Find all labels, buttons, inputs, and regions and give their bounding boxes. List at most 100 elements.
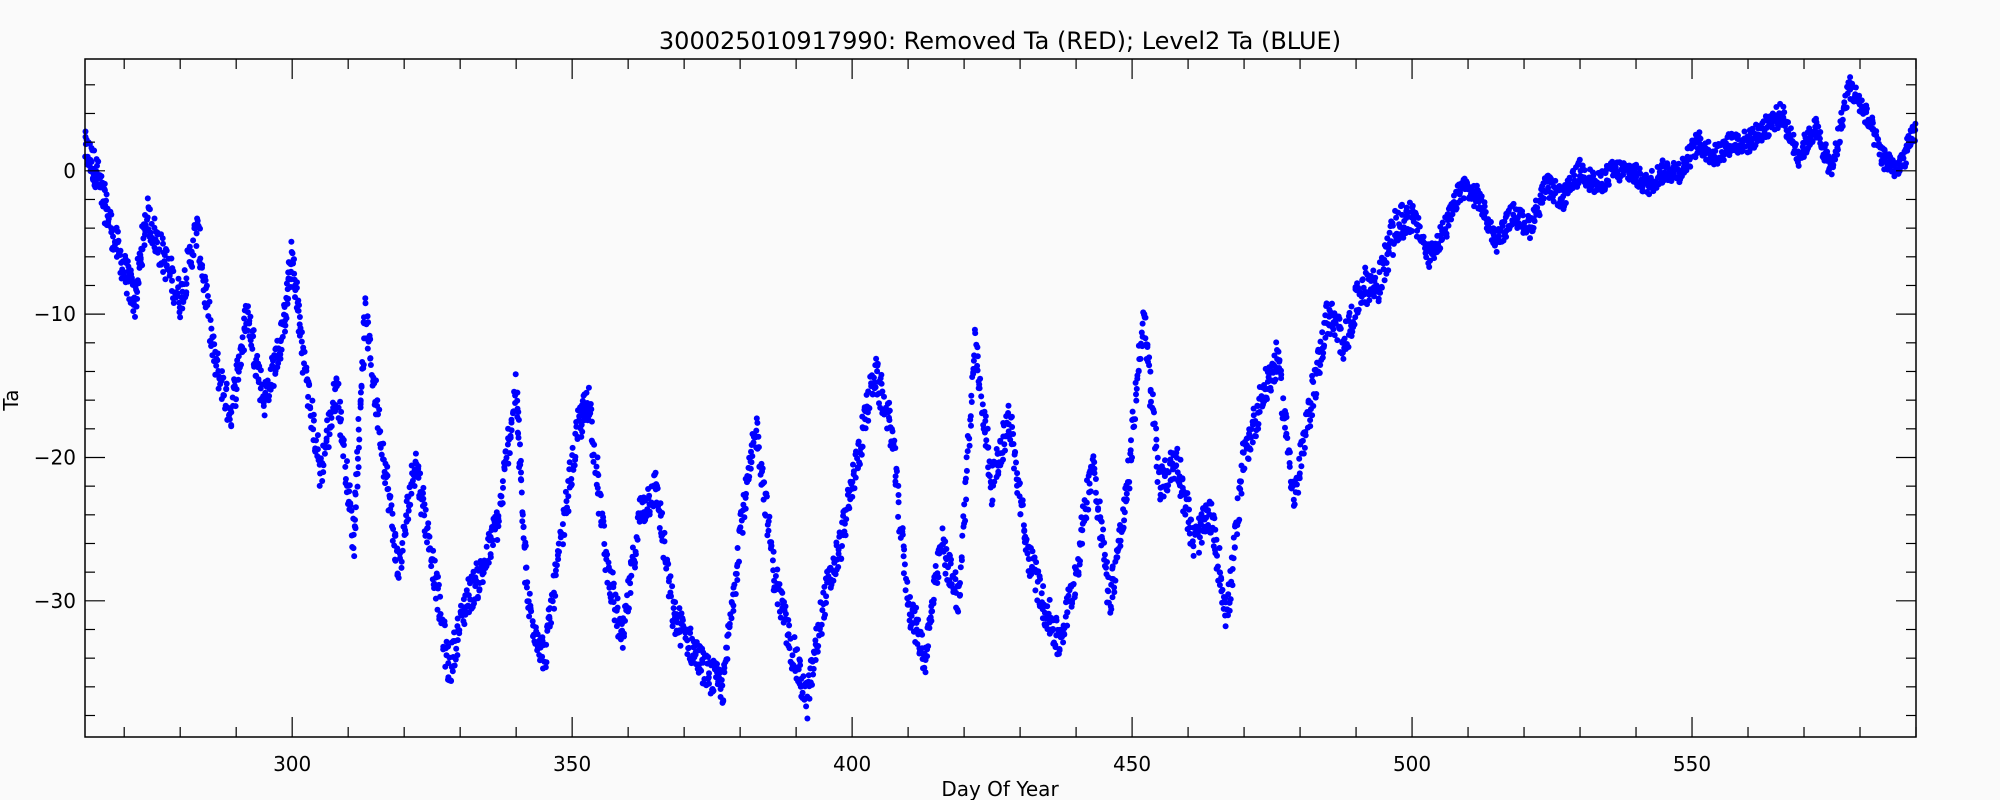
data-point <box>1423 254 1430 261</box>
data-point <box>1213 536 1220 543</box>
data-point <box>1117 543 1124 549</box>
data-point <box>1834 146 1841 153</box>
data-point <box>307 404 314 410</box>
data-point <box>1291 501 1298 508</box>
data-point <box>966 435 973 442</box>
data-point <box>1496 233 1502 240</box>
data-point <box>1675 160 1682 167</box>
data-point <box>1278 375 1285 382</box>
data-point <box>810 665 817 672</box>
data-point <box>202 277 209 284</box>
data-point <box>1668 175 1675 182</box>
data-point <box>1147 368 1154 375</box>
data-point <box>1275 348 1282 355</box>
data-point <box>830 577 837 584</box>
data-point <box>1869 120 1876 126</box>
data-point <box>1299 437 1306 444</box>
data-point <box>730 602 737 609</box>
data-point <box>958 554 965 561</box>
data-point <box>634 536 641 543</box>
data-point <box>1790 131 1797 138</box>
data-point <box>1254 403 1261 409</box>
data-point <box>948 556 954 563</box>
data-point <box>1267 387 1274 394</box>
data-point <box>108 211 115 218</box>
data-point <box>886 407 893 414</box>
data-point <box>1389 222 1396 229</box>
data-point <box>1443 230 1450 237</box>
data-point <box>1295 489 1302 496</box>
data-point <box>963 467 970 474</box>
data-point <box>736 558 742 565</box>
data-point <box>317 455 324 462</box>
data-point <box>1218 574 1225 581</box>
data-point <box>915 616 922 623</box>
data-point <box>183 275 190 282</box>
data-point <box>889 428 896 435</box>
data-point <box>177 314 184 321</box>
data-point <box>724 656 731 663</box>
data-point <box>282 322 289 329</box>
data-point <box>294 279 300 286</box>
data-point <box>254 352 261 359</box>
data-point <box>1238 490 1245 497</box>
data-point <box>1065 592 1072 599</box>
data-point <box>1165 482 1172 489</box>
data-point <box>982 413 989 420</box>
data-point <box>1060 639 1067 646</box>
data-point <box>515 409 522 415</box>
data-point <box>1111 584 1118 591</box>
data-point <box>270 357 276 364</box>
data-point <box>878 380 885 387</box>
data-point <box>776 581 783 588</box>
data-point <box>1399 201 1405 208</box>
data-point <box>456 627 463 634</box>
data-point <box>244 309 251 316</box>
data-point <box>228 423 235 430</box>
data-point <box>1383 259 1390 266</box>
data-point <box>768 542 775 549</box>
data-point <box>1562 200 1569 206</box>
data-point <box>1310 403 1317 409</box>
data-point <box>1547 189 1554 196</box>
data-point <box>619 644 626 651</box>
data-point <box>610 599 617 606</box>
scatter-points <box>82 74 1919 722</box>
data-point <box>219 368 225 375</box>
data-point <box>139 262 146 269</box>
data-point <box>995 468 1002 475</box>
data-point <box>506 450 513 457</box>
data-point <box>818 621 825 628</box>
data-point <box>420 484 427 491</box>
data-point <box>1061 631 1068 638</box>
data-point <box>175 275 182 282</box>
data-point <box>1182 511 1189 518</box>
data-point <box>1912 127 1919 133</box>
data-point <box>966 442 973 449</box>
data-point <box>395 574 402 581</box>
data-point <box>235 376 242 383</box>
data-point <box>721 664 728 671</box>
data-point <box>1337 325 1344 332</box>
data-point <box>842 532 849 539</box>
data-point <box>926 625 933 631</box>
data-point <box>1741 128 1748 135</box>
data-point <box>572 453 579 460</box>
data-point <box>1190 543 1197 550</box>
data-point <box>797 657 803 664</box>
data-point <box>1225 591 1232 598</box>
data-point <box>989 497 996 504</box>
data-point <box>498 493 505 500</box>
data-point <box>674 614 681 621</box>
data-point <box>804 715 811 722</box>
data-point <box>684 651 691 658</box>
data-point <box>822 611 828 618</box>
data-point <box>1834 151 1841 158</box>
data-point <box>687 625 694 632</box>
data-point <box>782 610 789 617</box>
data-point <box>529 618 536 625</box>
data-point <box>504 441 511 448</box>
data-point <box>838 555 845 562</box>
data-point <box>678 610 685 617</box>
